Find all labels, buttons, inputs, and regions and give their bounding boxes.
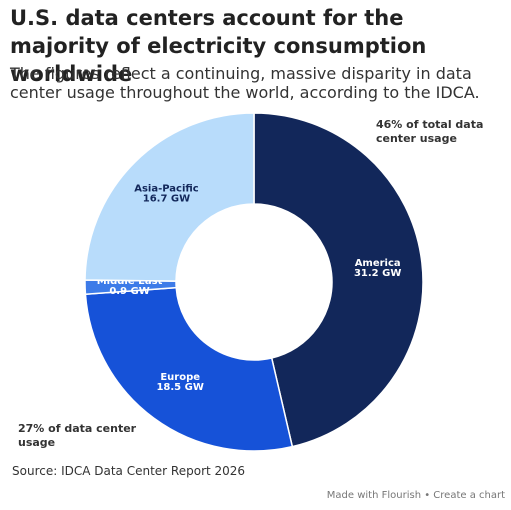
donut-slice bbox=[84, 286, 294, 452]
donut-slice bbox=[84, 112, 255, 282]
value-label: 16.7 GW bbox=[143, 193, 190, 204]
chart-subtitle: The figures reflect a continuing, massiv… bbox=[10, 64, 480, 102]
value-label: 0.9 GW bbox=[109, 286, 149, 297]
source-note: Source: IDCA Data Center Report 2026 bbox=[12, 464, 246, 478]
value-label: 31.2 GW bbox=[354, 268, 401, 279]
donut-slice bbox=[253, 112, 424, 448]
chart-title: U.S. data centers account for the majori… bbox=[10, 6, 427, 86]
value-label: 18.5 GW bbox=[156, 382, 203, 393]
annotation: 27% of data center usage bbox=[18, 422, 137, 449]
slice-label: Asia-Pacific bbox=[134, 183, 199, 194]
annotation: 46% of total data center usage bbox=[376, 118, 484, 145]
slice-label: Europe bbox=[160, 372, 200, 383]
credit[interactable]: Made with Flourish • Create a chart bbox=[326, 490, 505, 501]
slice-label: America bbox=[355, 258, 401, 269]
